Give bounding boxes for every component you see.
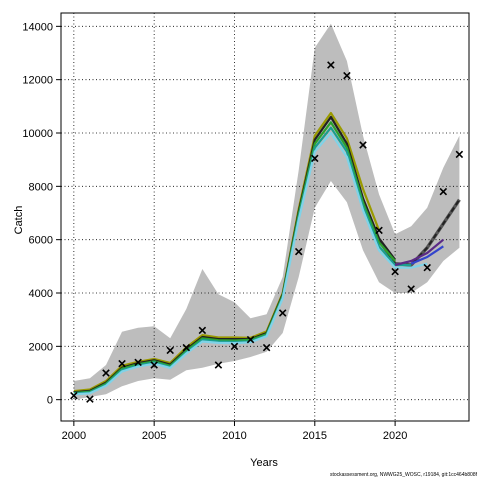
observation-marker-2021 [407,285,415,293]
y-tick-label-0: 0 [47,395,53,407]
observation-marker-2012 [262,343,271,352]
x-tick-label-2010: 2010 [222,430,246,442]
observation-marker-2019 [375,226,383,235]
observation-marker-2009 [214,361,223,369]
observation-marker-2010 [230,342,239,351]
observation-marker-2006 [166,346,174,355]
series-line-olive [73,111,381,393]
observation-marker-2016 [327,61,335,69]
y-tick-label-14000: 14000 [22,21,53,33]
x-tick-label-2015: 2015 [303,430,327,442]
axes-layer: 2000 2005 2010 2015 2020 0 2000 4000 6000 8000 100… [22,12,470,442]
y-tick-label-8000: 8000 [29,181,53,193]
observation-marker-2002 [102,369,110,377]
observations-layer [70,61,464,403]
y-tick-label-2000: 2000 [29,341,53,353]
observation-marker-2013 [278,309,287,317]
x-tick-label-2000: 2000 [62,430,86,442]
observation-marker-2008 [198,326,207,335]
confidence-band-layer [73,23,460,400]
observation-marker-2007 [182,343,191,352]
y-tick-label-6000: 6000 [29,235,53,247]
series-line-green [73,121,396,395]
y-tick-label-4000: 4000 [29,288,53,300]
observation-marker-2014 [294,247,303,256]
observation-marker-2023 [439,187,448,196]
series-line-cyan [73,131,428,396]
footer-credit: stockassessment.org, NWWG25_WOSC, r19184… [329,472,477,478]
observation-marker-2000 [70,391,78,400]
y-tick-label-12000: 12000 [22,75,53,87]
observation-marker-2004 [134,358,142,367]
plot-frame [60,12,470,422]
y-axis-title: Catch [13,206,25,235]
series-line-teal [73,126,412,395]
observation-marker-2005 [150,361,158,369]
series-line-purple [394,238,445,267]
observation-marker-2022 [423,263,432,272]
observation-marker-2015 [311,154,319,163]
y-tick-label-10000: 10000 [22,128,53,140]
series-line-blue [410,245,444,265]
x-axis-title: Years [250,457,278,469]
observation-marker-2018 [359,141,367,149]
observation-marker-2017 [343,71,351,80]
observation-marker-2001 [86,395,94,403]
x-tick-label-2005: 2005 [142,430,166,442]
observation-marker-2003 [118,359,126,368]
x-tick-label-2020: 2020 [383,430,407,442]
series-layer [73,111,461,396]
observation-marker-2011 [246,335,255,344]
confidence-band [73,23,460,400]
observation-marker-2024 [455,150,464,159]
observation-marker-2020 [391,267,399,276]
